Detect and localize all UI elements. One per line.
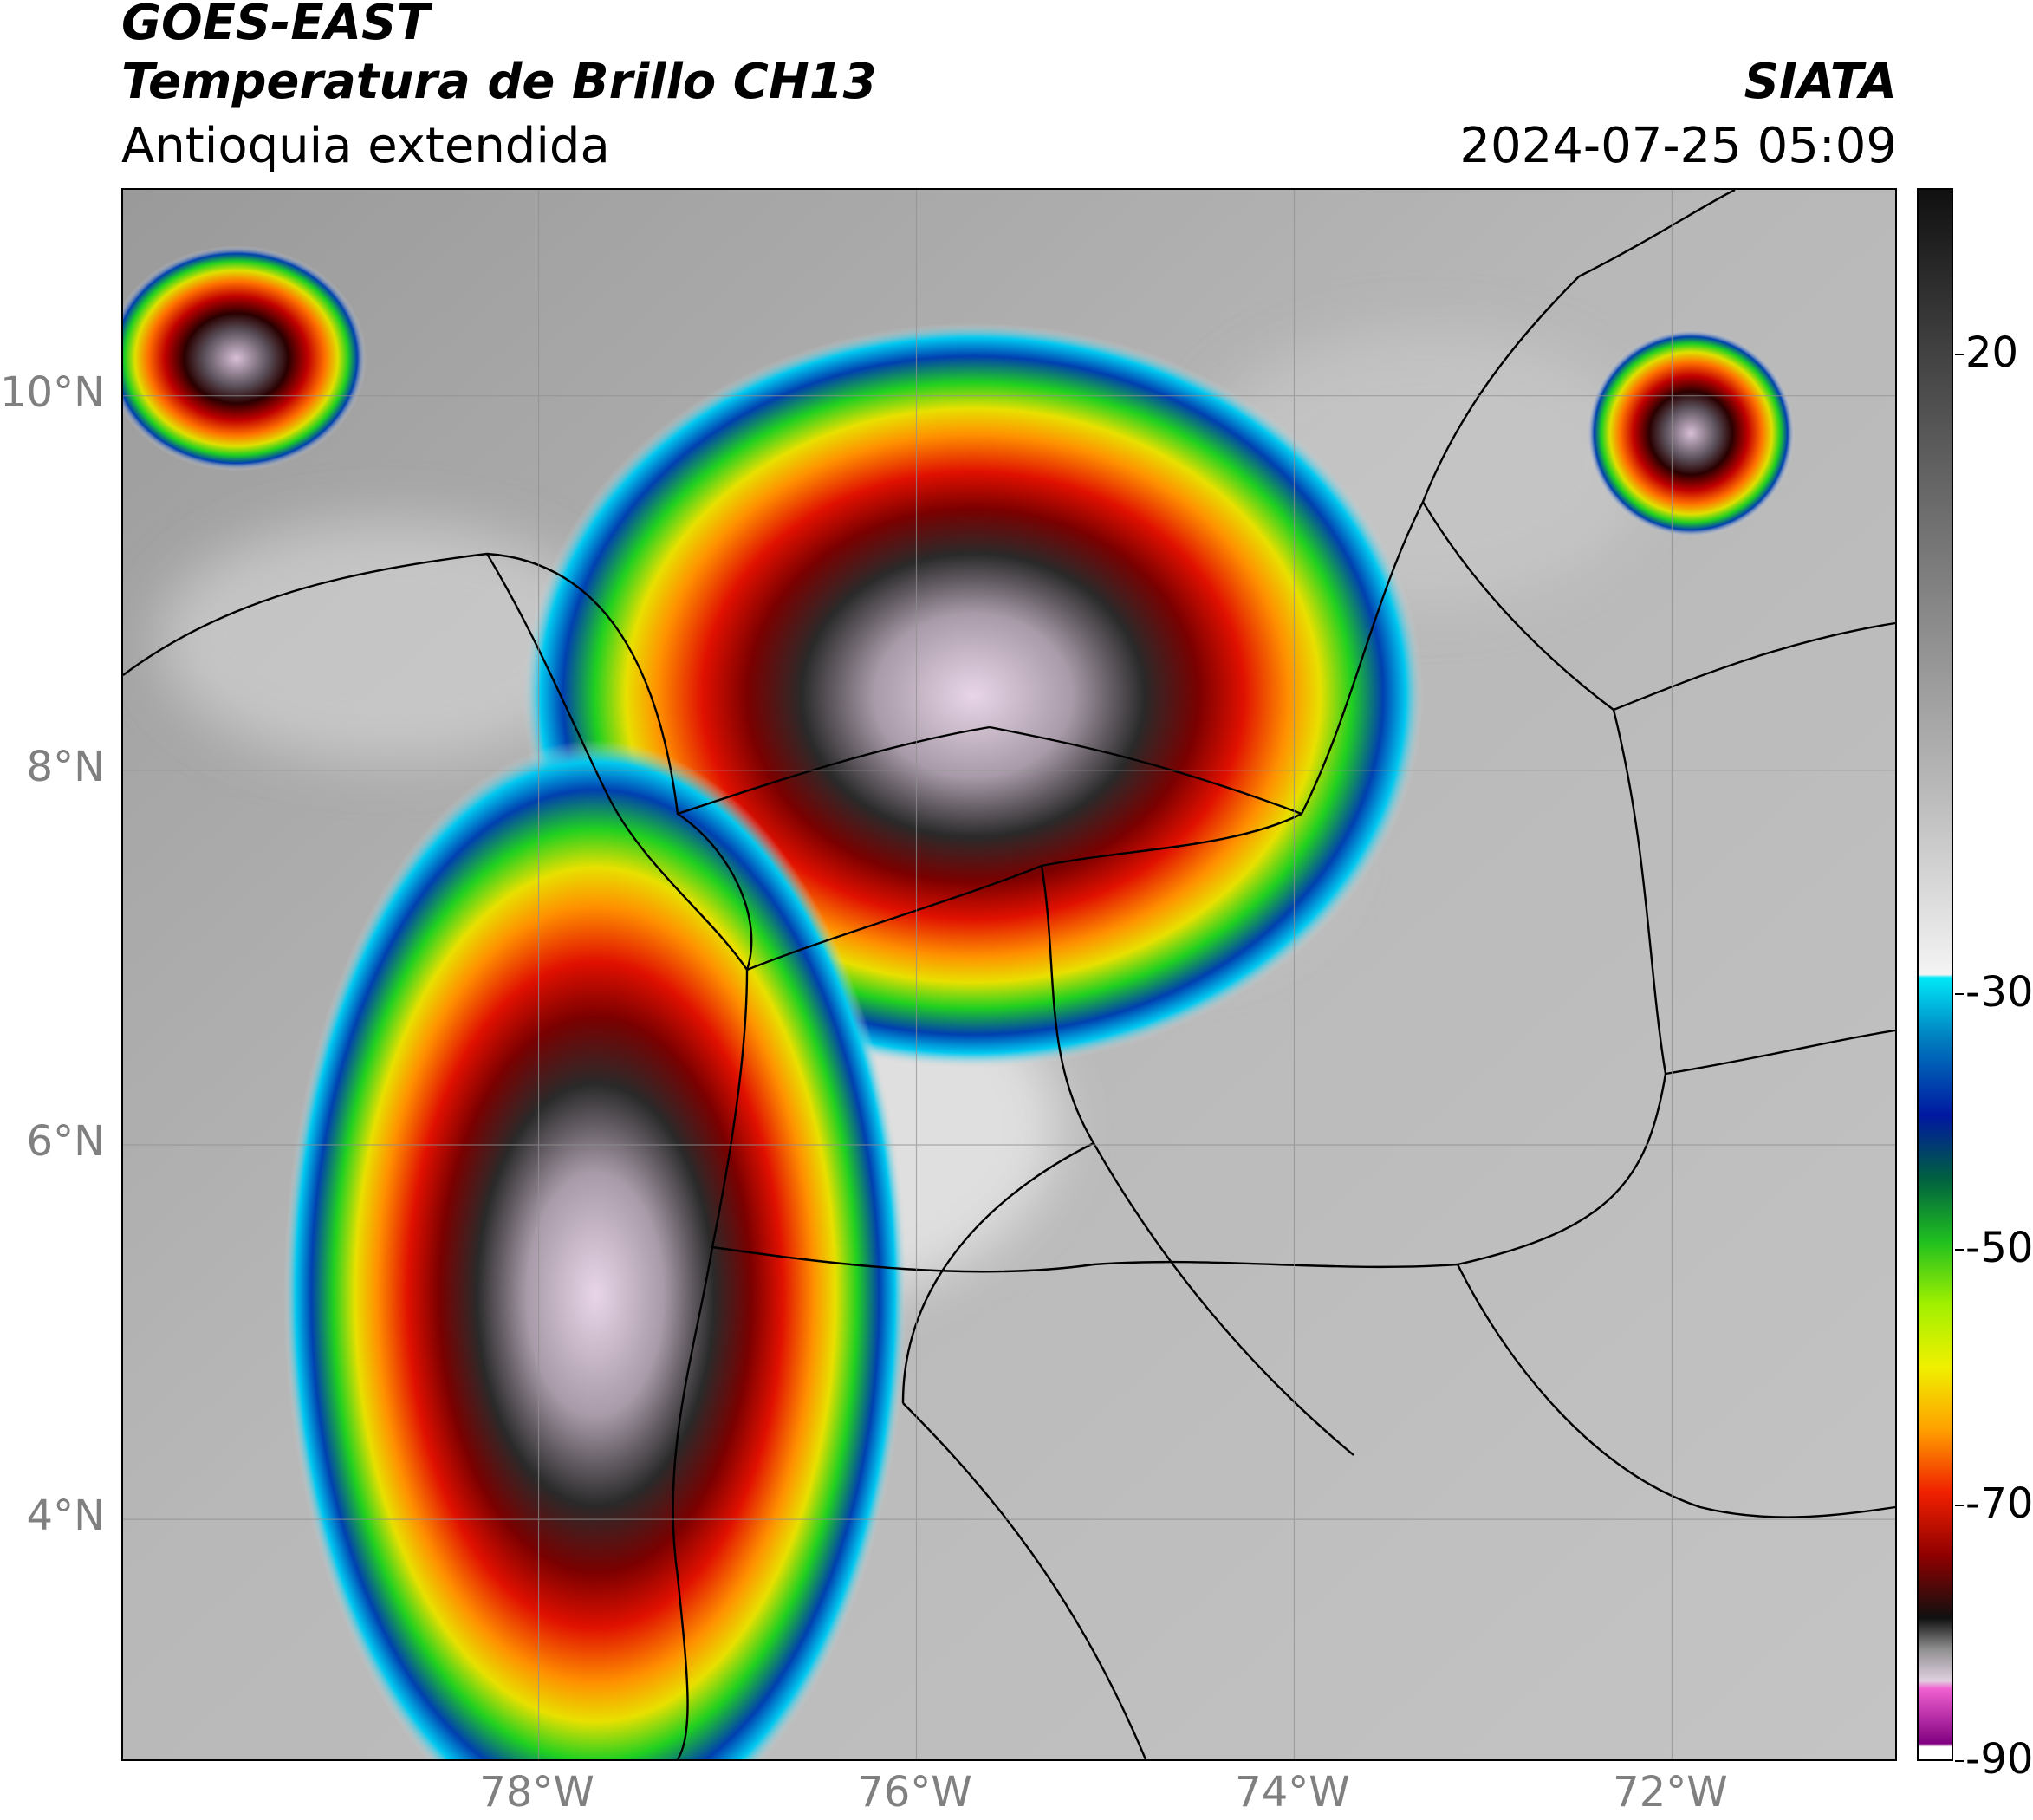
- colorbar-tick: [1955, 992, 1964, 995]
- storm-pacific-southern-complex: [283, 740, 907, 1759]
- lon-tick-label: 76°W: [857, 1768, 972, 1817]
- lon-tick-label: 78°W: [479, 1768, 594, 1817]
- map-canvas: [123, 190, 1895, 1759]
- storm-northwest-cell: [123, 245, 367, 471]
- satellite-map: [121, 188, 1897, 1761]
- colorbar-tick-label: -70: [1965, 1479, 2033, 1528]
- colorbar-gradient: [1919, 190, 1952, 1759]
- storm-northeast-cell: [1587, 328, 1796, 537]
- lat-tick-label: 8°N: [26, 742, 105, 791]
- satellite-title: GOES-EAST: [121, 0, 430, 51]
- storm-cells: [123, 245, 1796, 1759]
- datetime-label: 2024-07-25 05:09: [1459, 118, 1897, 174]
- colorbar-tick-label: -50: [1965, 1223, 2033, 1272]
- colorbar-tick-label: 20: [1965, 328, 2019, 377]
- lat-tick-label: 10°N: [0, 367, 105, 417]
- lat-tick-label: 4°N: [26, 1492, 105, 1541]
- graticule: [123, 190, 1895, 1759]
- colorbar-tick-label: -90: [1965, 1735, 2033, 1784]
- colorbar-tick: [1955, 1760, 1964, 1762]
- product-title: Temperatura de Brillo CH13: [121, 54, 877, 110]
- colorbar-tick: [1955, 1504, 1964, 1506]
- colorbar-tick: [1955, 353, 1964, 355]
- colorbar: [1917, 188, 1953, 1761]
- organization-label: SIATA: [1744, 54, 1897, 110]
- colorbar-tick: [1955, 1248, 1964, 1251]
- lon-tick-label: 74°W: [1235, 1768, 1350, 1817]
- boundary-lines: [123, 190, 1895, 1759]
- lon-tick-label: 72°W: [1613, 1768, 1728, 1817]
- lat-tick-label: 6°N: [26, 1116, 105, 1166]
- region-subtitle: Antioquia extendida: [121, 118, 610, 174]
- colorbar-tick-label: -30: [1965, 967, 2033, 1017]
